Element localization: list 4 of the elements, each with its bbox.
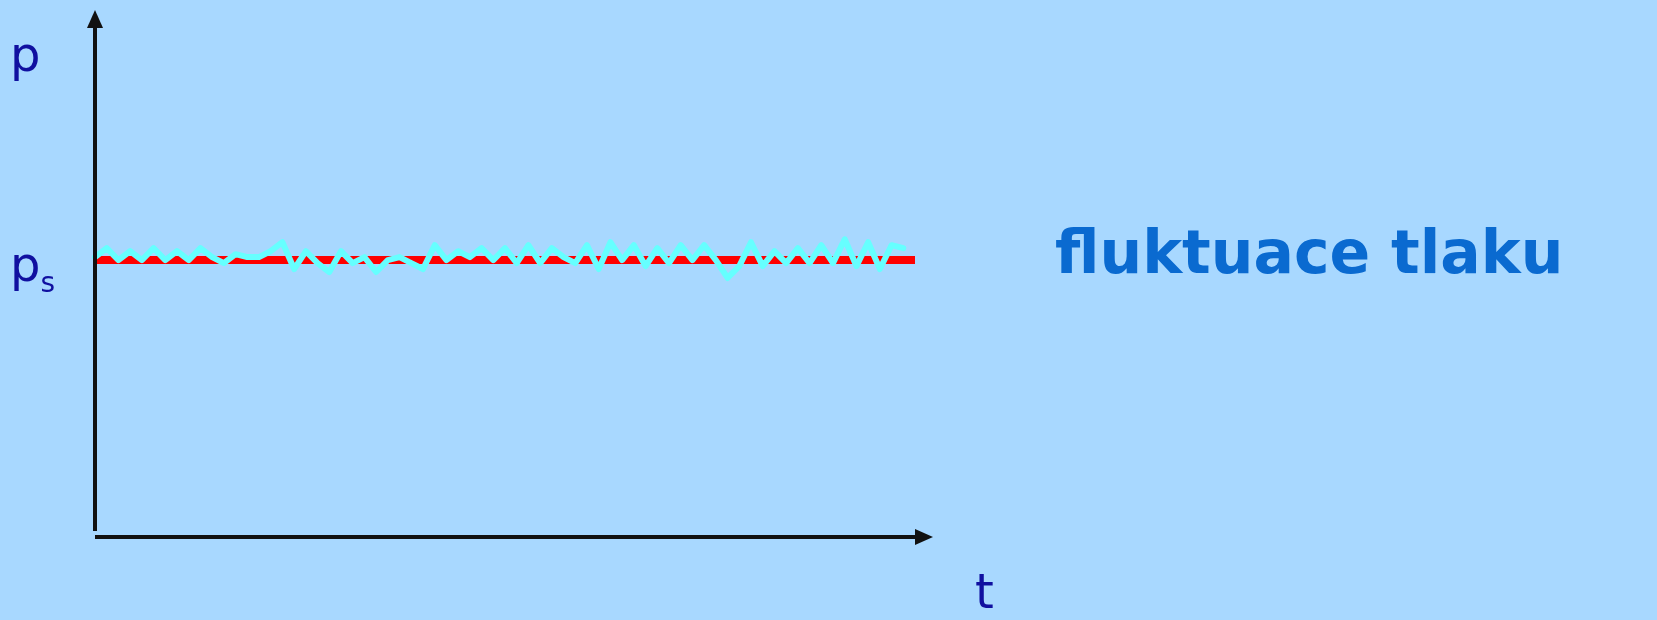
y-axis-title: p: [10, 26, 41, 82]
x-axis-title: t: [975, 563, 994, 619]
ref-line-label: p$_{s}$: [10, 235, 56, 299]
text: fluktuace tlaku: [1055, 217, 1564, 288]
